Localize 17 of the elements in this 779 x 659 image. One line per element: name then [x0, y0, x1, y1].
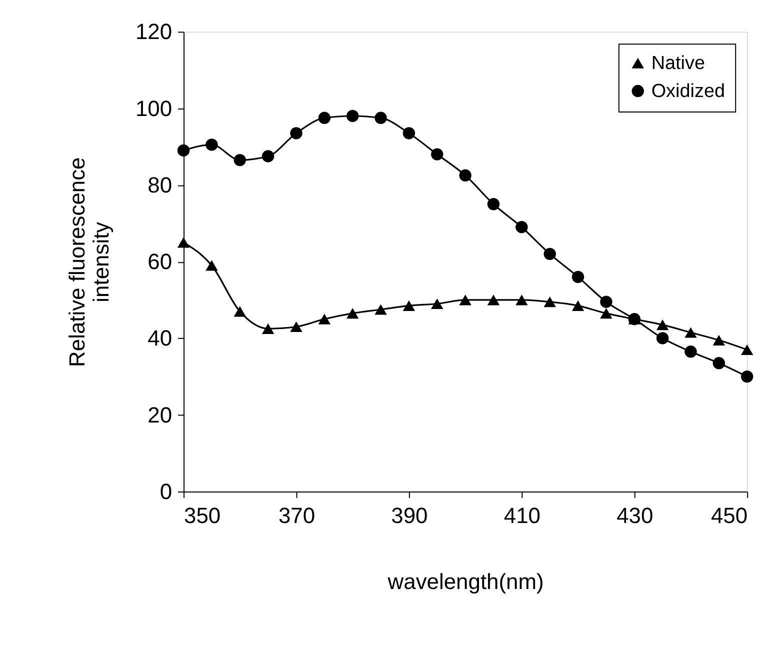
x-tick-label: 390 [391, 502, 428, 528]
y-tick-label: 0 [160, 478, 172, 504]
y-tick-label: 100 [135, 96, 172, 121]
y-tick-label: 120 [135, 19, 172, 44]
x-tick-label: 410 [504, 502, 540, 528]
legend-label: Native [651, 53, 706, 74]
y-tick-label: 60 [148, 249, 172, 274]
y-axis-title: Relative fluorescence intensity [64, 157, 114, 367]
x-tick-label: 430 [616, 502, 654, 528]
legend-label: Oxidized [651, 81, 726, 102]
x-tick-label: 370 [278, 502, 316, 528]
x-axis-title: wavelength(nm) [386, 568, 544, 594]
y-tick-label: 40 [148, 326, 172, 351]
x-tick-label: 450 [710, 502, 748, 528]
x-tick-label: 350 [184, 502, 221, 528]
y-tick-label: 20 [148, 402, 172, 428]
y-tick-label: 80 [148, 172, 172, 198]
